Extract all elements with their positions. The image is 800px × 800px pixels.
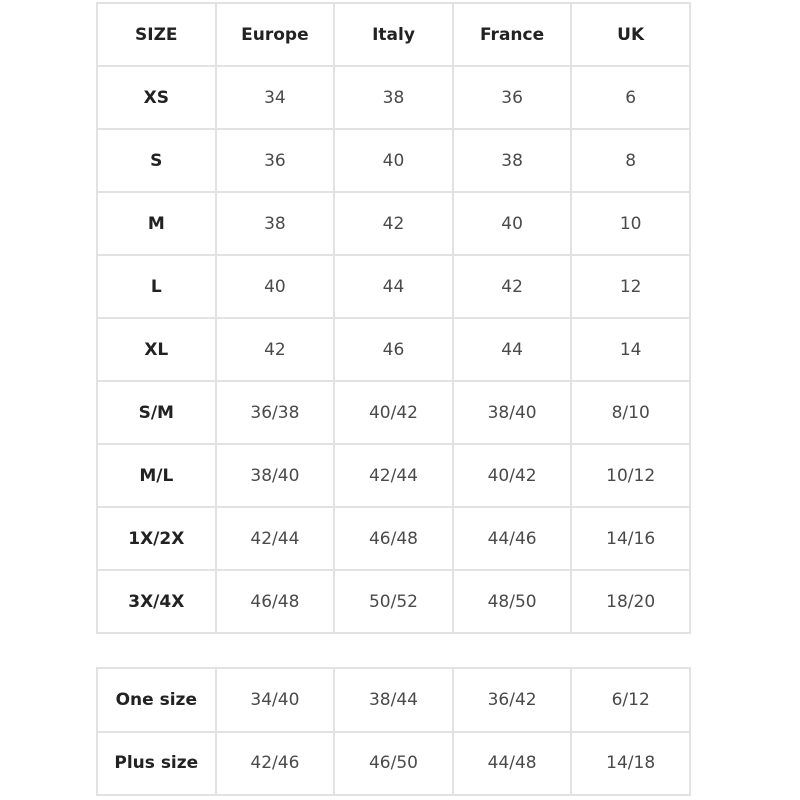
size-conversion-table: SIZE Europe Italy France UK XS 34 38 36 6 S 36 40 38 8… <box>96 2 691 634</box>
size-value-cell: 12 <box>570 254 691 319</box>
size-value-cell: 10 <box>570 191 691 256</box>
size-label-cell: S <box>96 128 217 193</box>
size-value-cell: 36/42 <box>451 667 573 733</box>
size-label-cell: M/L <box>96 443 217 508</box>
size-value-cell: 42 <box>333 191 454 256</box>
table-row: M 38 42 40 10 <box>96 191 691 256</box>
column-header: Europe <box>214 2 336 67</box>
size-label-cell: 1X/2X <box>96 506 217 571</box>
size-label-cell: M <box>96 191 217 256</box>
size-value-cell: 40/42 <box>333 380 454 445</box>
size-value-cell: 10/12 <box>570 443 691 508</box>
table-row: S 36 40 38 8 <box>96 128 691 193</box>
size-label-cell: 3X/4X <box>96 569 217 634</box>
special-size-table: One size 34/40 38/44 36/42 6/12 Plus size 42/4… <box>96 667 691 796</box>
table-row: XL 42 46 44 14 <box>96 317 691 382</box>
size-value-cell: 14/16 <box>570 506 691 571</box>
size-value-cell: 38 <box>333 65 454 130</box>
size-value-cell: 40 <box>333 128 454 193</box>
size-label-cell: Plus size <box>96 730 217 796</box>
size-value-cell: 46 <box>333 317 454 382</box>
size-value-cell: 38/44 <box>333 667 454 733</box>
size-value-cell: 42/44 <box>333 443 454 508</box>
size-label-cell: XS <box>96 65 217 130</box>
table-row: XS 34 38 36 6 <box>96 65 691 130</box>
size-value-cell: 14 <box>570 317 691 382</box>
size-value-cell: 42 <box>214 317 336 382</box>
size-label-cell: L <box>96 254 217 319</box>
header-row: SIZE Europe Italy France UK <box>96 2 691 67</box>
size-value-cell: 8/10 <box>570 380 691 445</box>
size-label-cell: One size <box>96 667 217 733</box>
size-value-cell: 36 <box>451 65 573 130</box>
size-value-cell: 48/50 <box>451 569 573 634</box>
size-value-cell: 6 <box>570 65 691 130</box>
size-value-cell: 18/20 <box>570 569 691 634</box>
size-value-cell: 34/40 <box>214 667 336 733</box>
size-value-cell: 42/46 <box>214 730 336 796</box>
table-row: L 40 44 42 12 <box>96 254 691 319</box>
size-value-cell: 38 <box>214 191 336 256</box>
table-row: Plus size 42/46 46/50 44/48 14/18 <box>96 730 691 796</box>
table-row: 1X/2X 42/44 46/48 44/46 14/16 <box>96 506 691 571</box>
table-row: M/L 38/40 42/44 40/42 10/12 <box>96 443 691 508</box>
size-value-cell: 40/42 <box>451 443 573 508</box>
size-label-cell: S/M <box>96 380 217 445</box>
size-value-cell: 36/38 <box>214 380 336 445</box>
size-value-cell: 44/48 <box>451 730 573 796</box>
column-header: Italy <box>333 2 454 67</box>
size-value-cell: 40 <box>451 191 573 256</box>
column-header: SIZE <box>96 2 217 67</box>
size-value-cell: 46/48 <box>214 569 336 634</box>
table-row: 3X/4X 46/48 50/52 48/50 18/20 <box>96 569 691 634</box>
size-value-cell: 36 <box>214 128 336 193</box>
size-value-cell: 44 <box>451 317 573 382</box>
size-value-cell: 6/12 <box>570 667 691 733</box>
size-value-cell: 46/48 <box>333 506 454 571</box>
size-value-cell: 14/18 <box>570 730 691 796</box>
size-value-cell: 34 <box>214 65 336 130</box>
size-value-cell: 50/52 <box>333 569 454 634</box>
size-value-cell: 44 <box>333 254 454 319</box>
size-value-cell: 40 <box>214 254 336 319</box>
size-value-cell: 8 <box>570 128 691 193</box>
size-value-cell: 42/44 <box>214 506 336 571</box>
size-value-cell: 38 <box>451 128 573 193</box>
column-header: France <box>451 2 573 67</box>
table-row: S/M 36/38 40/42 38/40 8/10 <box>96 380 691 445</box>
size-value-cell: 46/50 <box>333 730 454 796</box>
column-header: UK <box>570 2 691 67</box>
table-row: One size 34/40 38/44 36/42 6/12 <box>96 667 691 733</box>
size-value-cell: 38/40 <box>451 380 573 445</box>
size-value-cell: 38/40 <box>214 443 336 508</box>
size-label-cell: XL <box>96 317 217 382</box>
size-value-cell: 42 <box>451 254 573 319</box>
size-value-cell: 44/46 <box>451 506 573 571</box>
